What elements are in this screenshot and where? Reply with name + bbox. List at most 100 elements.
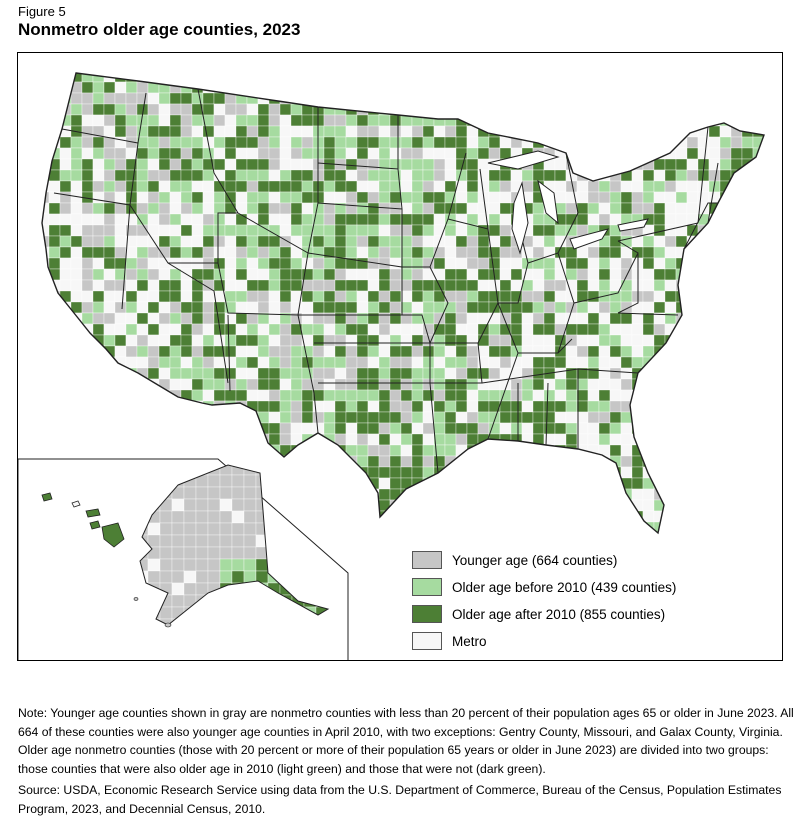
county-cell [444, 246, 457, 259]
county-cell [114, 257, 127, 270]
county-cell [334, 345, 347, 358]
county-cell [477, 169, 490, 182]
county-cell [327, 510, 328, 524]
county-cell [675, 268, 688, 281]
county-cell [389, 147, 402, 160]
county-cell [719, 477, 732, 490]
county-cell [268, 81, 281, 94]
county-cell [488, 169, 501, 182]
county-cell [378, 81, 391, 94]
county-cell [620, 521, 633, 533]
county-cell [81, 422, 94, 435]
county-cell [675, 455, 688, 468]
county-cell [169, 378, 182, 391]
county-cell [554, 345, 567, 358]
county-cell [532, 499, 545, 512]
county-cell [81, 114, 94, 127]
county-cell [653, 73, 666, 83]
county-cell [279, 81, 292, 94]
county-cell [246, 312, 259, 325]
county-cell [367, 510, 380, 523]
county-cell [510, 103, 523, 116]
county-cell [125, 433, 138, 446]
county-cell [367, 191, 380, 204]
county-cell [345, 400, 358, 413]
county-cell [499, 422, 512, 435]
county-cell [158, 411, 171, 424]
county-cell [697, 323, 710, 336]
county-cell [763, 312, 764, 325]
county-cell [576, 301, 589, 314]
county-cell [103, 312, 116, 325]
county-cell [598, 378, 611, 391]
county-cell [136, 411, 149, 424]
county-cell [114, 103, 127, 116]
county-cell [686, 246, 699, 259]
county-cell [521, 422, 534, 435]
county-cell [312, 532, 325, 533]
county-cell [444, 323, 457, 336]
county-cell [719, 301, 732, 314]
county-cell [180, 378, 193, 391]
county-cell [752, 180, 764, 193]
county-cell [532, 521, 545, 533]
county-cell [620, 301, 633, 314]
county-cell [642, 389, 655, 402]
county-cell [422, 92, 435, 105]
county-cell [554, 114, 567, 127]
county-cell [268, 345, 281, 358]
county-cell [499, 488, 512, 501]
county-cell [268, 433, 281, 446]
county-cell [422, 279, 435, 292]
county-cell [42, 367, 50, 380]
county-cell [147, 444, 160, 457]
county-cell [81, 367, 94, 380]
county-cell [334, 378, 347, 391]
county-cell [444, 400, 457, 413]
county-cell [433, 510, 446, 523]
county-cell [752, 92, 764, 105]
county-cell [642, 367, 655, 380]
county-cell [42, 334, 50, 347]
county-cell [730, 180, 743, 193]
county-cell [345, 367, 358, 380]
county-cell [543, 312, 556, 325]
county-cell [42, 532, 50, 533]
county-cell [235, 136, 248, 149]
county-cell [114, 301, 127, 314]
county-cell [70, 92, 83, 105]
county-cell [291, 534, 305, 548]
county-cell [642, 191, 655, 204]
county-cell [532, 290, 545, 303]
county-cell [243, 498, 257, 512]
county-cell [290, 103, 303, 116]
county-cell [466, 180, 479, 193]
county-cell [290, 235, 303, 248]
county-cell [411, 147, 424, 160]
county-cell [675, 422, 688, 435]
county-cell [147, 202, 160, 215]
county-cell [246, 125, 259, 138]
county-cell [140, 618, 149, 625]
county-cell [510, 279, 523, 292]
county-cell [444, 224, 457, 237]
county-cell [411, 345, 424, 358]
county-cell [609, 290, 622, 303]
county-cell [334, 411, 347, 424]
county-cell [257, 400, 270, 413]
county-cell [620, 202, 633, 215]
county-cell [763, 466, 764, 479]
county-cell [169, 224, 182, 237]
county-cell [631, 191, 644, 204]
county-cell [411, 180, 424, 193]
county-cell [171, 558, 185, 572]
county-cell [213, 235, 226, 248]
county-cell [136, 246, 149, 259]
county-cell [158, 466, 171, 479]
county-cell [356, 477, 369, 490]
county-cell [48, 411, 61, 424]
county-cell [708, 312, 721, 325]
county-cell [576, 268, 589, 281]
county-cell [169, 455, 182, 468]
county-cell [291, 486, 305, 500]
